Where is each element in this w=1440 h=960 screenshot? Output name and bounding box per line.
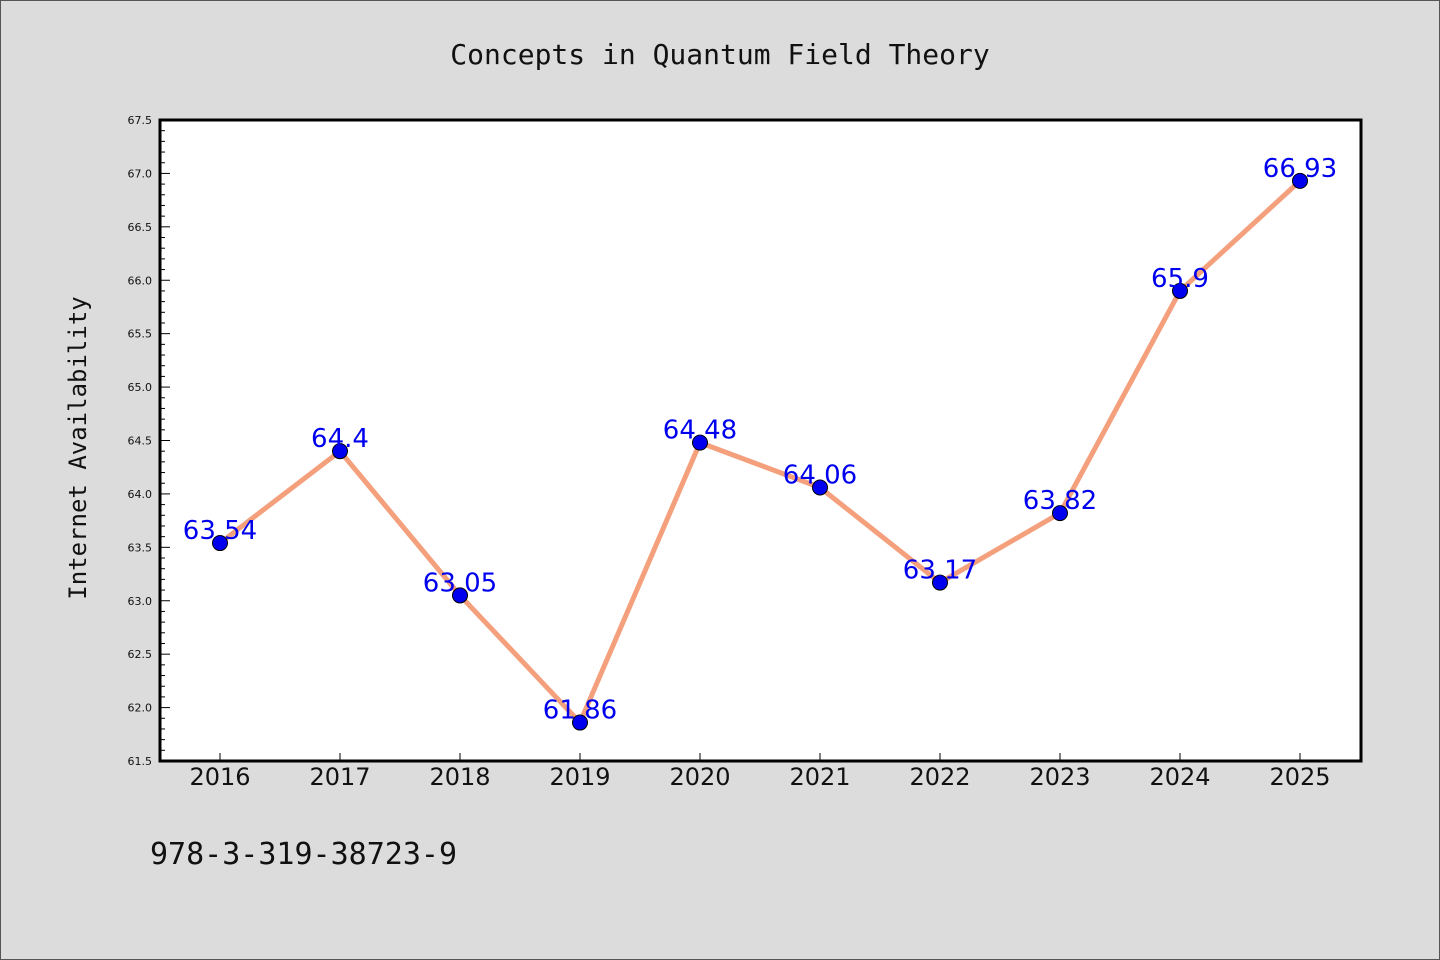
plot-area — [158, 118, 1363, 763]
x-tick-label: 2018 — [429, 763, 490, 791]
data-point — [572, 714, 588, 731]
data-point — [1052, 505, 1068, 522]
chart-title: Concepts in Quantum Field Theory — [450, 38, 989, 71]
y-tick-label: 61.5 — [128, 755, 153, 768]
y-tick-label: 62.0 — [128, 702, 153, 715]
x-tick-label: 2017 — [309, 763, 370, 791]
data-label: 65.9 — [1151, 264, 1209, 294]
x-tick-label: 2020 — [669, 763, 730, 791]
x-tick-label: 2023 — [1029, 763, 1090, 791]
x-tick-label: 2021 — [789, 763, 850, 791]
y-tick-label: 67.0 — [128, 167, 153, 180]
data-point — [812, 479, 828, 496]
data-label: 64.4 — [311, 424, 369, 454]
data-labels: 63.54 64.4 63.05 61.86 64.48 64.06 63.17 63.82 6… — [183, 154, 1337, 726]
data-label: 63.54 — [183, 516, 257, 546]
data-label: 63.17 — [903, 556, 977, 586]
x-tick-label: 2019 — [549, 763, 610, 791]
data-markers — [212, 172, 1308, 731]
series-line — [218, 179, 1302, 726]
data-point — [1172, 282, 1188, 299]
x-tick-label: 2016 — [189, 763, 250, 791]
x-tick-label: 2025 — [1269, 763, 1330, 791]
data-point — [1292, 172, 1308, 189]
data-label: 66.93 — [1263, 154, 1337, 184]
y-tick-label: 64.5 — [128, 435, 153, 448]
y-tick-label: 65.5 — [128, 328, 153, 341]
data-label: 64.06 — [783, 461, 857, 491]
y-axis-ticks: 61.5 62.0 62.5 63.0 63.5 64.0 64.5 65.0 65.5 66.0… — [128, 114, 170, 768]
x-tick-label: 2022 — [909, 763, 970, 791]
x-tick-label: 2024 — [1149, 763, 1210, 791]
y-tick-label: 63.0 — [128, 595, 153, 608]
data-label: 61.86 — [543, 696, 617, 726]
data-point — [692, 434, 708, 451]
y-tick-label: 65.0 — [128, 381, 153, 394]
y-tick-label: 63.5 — [128, 541, 153, 554]
data-point — [452, 587, 468, 604]
data-label: 64.48 — [663, 416, 737, 446]
x-axis-ticks: 2016 2017 2018 2019 2020 2021 2022 2023 2024 2025 — [189, 753, 1331, 791]
y-tick-label: 64.0 — [128, 488, 153, 501]
y-tick-label: 66.0 — [128, 274, 153, 287]
y-axis-label: Internet Availability — [64, 296, 92, 599]
y-tick-label: 67.5 — [128, 114, 153, 127]
data-point — [332, 443, 348, 460]
data-label: 63.05 — [423, 568, 497, 598]
data-point — [932, 574, 948, 591]
y-tick-label: 62.5 — [128, 648, 153, 661]
isbn-text: 978-3-319-38723-9 — [150, 837, 457, 872]
y-tick-label: 66.5 — [128, 221, 153, 234]
data-point — [212, 535, 228, 552]
data-label: 63.82 — [1023, 486, 1097, 516]
